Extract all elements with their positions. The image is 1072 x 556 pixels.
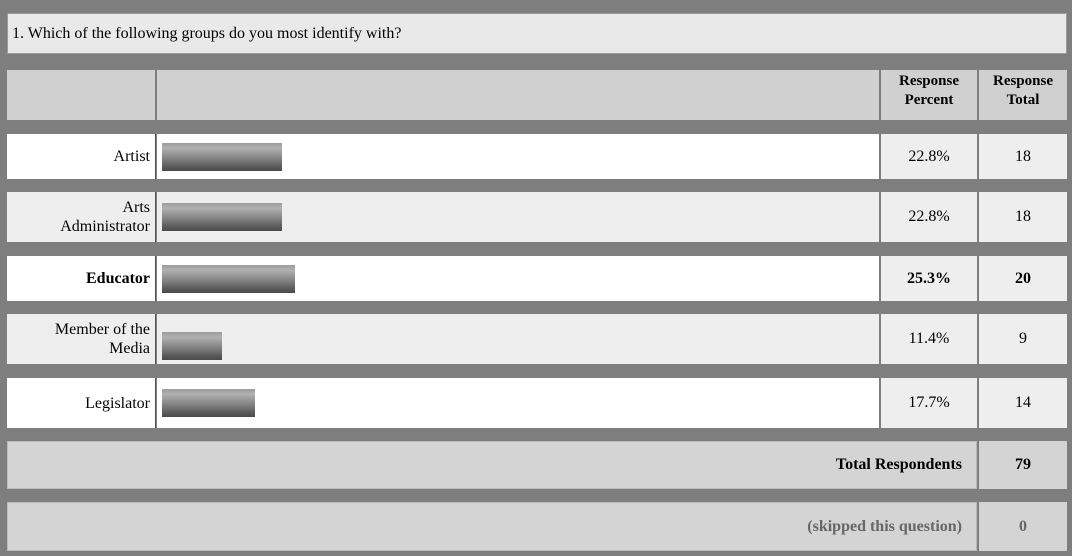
header-bar-cell [157,70,879,120]
row-label-legislator: Legislator [7,378,156,428]
row-bar-cell-member-of-the-media [157,314,879,364]
row-total: 18 [979,192,1067,242]
row-label-text-line2: Administrator [60,218,150,235]
row-label-member-of-the-media: Member of the Media [7,314,156,364]
row-percent-value: 25.3% [907,269,951,287]
row-label-text: Arts [122,199,150,216]
row-percent: 11.4% [881,314,977,364]
response-bar [162,203,282,231]
row-percent: 25.3% [881,256,977,301]
header-response-total: Response Total [979,70,1067,120]
row-bar-cell-artist [157,134,879,179]
row-label-artist: Artist [7,134,156,179]
row-label-arts-administrator: Arts Administrator [7,192,156,242]
row-percent: 17.7% [881,378,977,428]
response-bar [162,389,255,417]
response-bar [162,142,282,171]
row-label-text-line2: Media [109,340,150,357]
header-response-percent: Response Percent [881,70,977,120]
row-bar-cell-legislator [157,378,879,428]
row-label-text: Member of the [54,321,150,338]
total-respondents-label: Total Respondents [7,441,977,489]
row-bar-cell-educator [157,256,879,301]
row-total: 18 [979,134,1067,179]
skipped-question-label: (skipped this question) [7,502,977,551]
header-label-cell [7,70,155,120]
header-total-line2: Total [1006,92,1040,108]
row-total: 14 [979,378,1067,428]
row-label-text: Artist [113,148,150,165]
question-title: 1. Which of the following groups do you … [7,13,1067,54]
row-percent: 22.8% [881,192,977,242]
row-label-educator: Educator [7,256,156,301]
header-percent-line2: Percent [904,92,954,108]
header-total-line1: Response [992,73,1053,89]
row-percent: 22.8% [881,134,977,179]
row-bar-cell-arts-administrator [157,192,879,242]
response-bar [162,264,295,293]
total-respondents-value: 79 [979,441,1067,489]
row-total: 20 [979,256,1067,301]
row-total: 9 [979,314,1067,364]
header-percent-line1: Response [898,73,959,89]
skipped-question-value: 0 [979,502,1067,551]
row-label-text: Legislator [85,394,150,412]
response-bar [162,332,222,360]
row-label-text: Educator [86,270,150,287]
